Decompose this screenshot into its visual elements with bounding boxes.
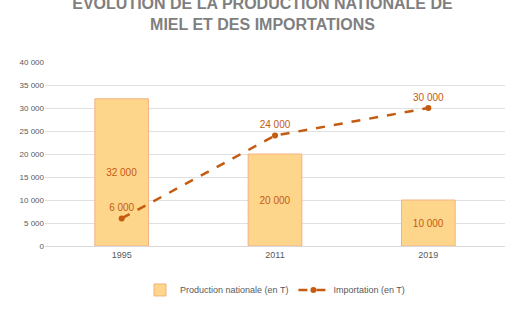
svg-text:10 000: 10 000: [413, 218, 444, 229]
svg-text:ÉVOLUTION DE LA PRODUCTION NAT: ÉVOLUTION DE LA PRODUCTION NATIONALE DEM…: [72, 0, 453, 33]
svg-text:1995: 1995: [112, 250, 132, 260]
svg-text:24 000: 24 000: [260, 119, 291, 130]
svg-text:30 000: 30 000: [20, 104, 45, 113]
svg-text:2019: 2019: [418, 250, 438, 260]
svg-text:25 000: 25 000: [20, 127, 45, 136]
svg-text:6 000: 6 000: [109, 202, 134, 213]
svg-text:32 000: 32 000: [106, 167, 137, 178]
svg-text:2011: 2011: [265, 250, 284, 260]
svg-text:40 000: 40 000: [20, 58, 45, 67]
svg-text:0: 0: [40, 242, 45, 251]
svg-text:Importation (en T): Importation (en T): [333, 285, 404, 295]
svg-text:15 000: 15 000: [20, 173, 45, 182]
svg-text:35 000: 35 000: [20, 81, 45, 90]
svg-text:20 000: 20 000: [20, 150, 45, 159]
svg-text:Production nationale (en T): Production nationale (en T): [180, 285, 288, 295]
svg-text:20 000: 20 000: [259, 195, 290, 206]
svg-text:10 000: 10 000: [20, 196, 45, 205]
svg-text:30 000: 30 000: [413, 92, 444, 103]
svg-text:5 000: 5 000: [24, 219, 45, 228]
